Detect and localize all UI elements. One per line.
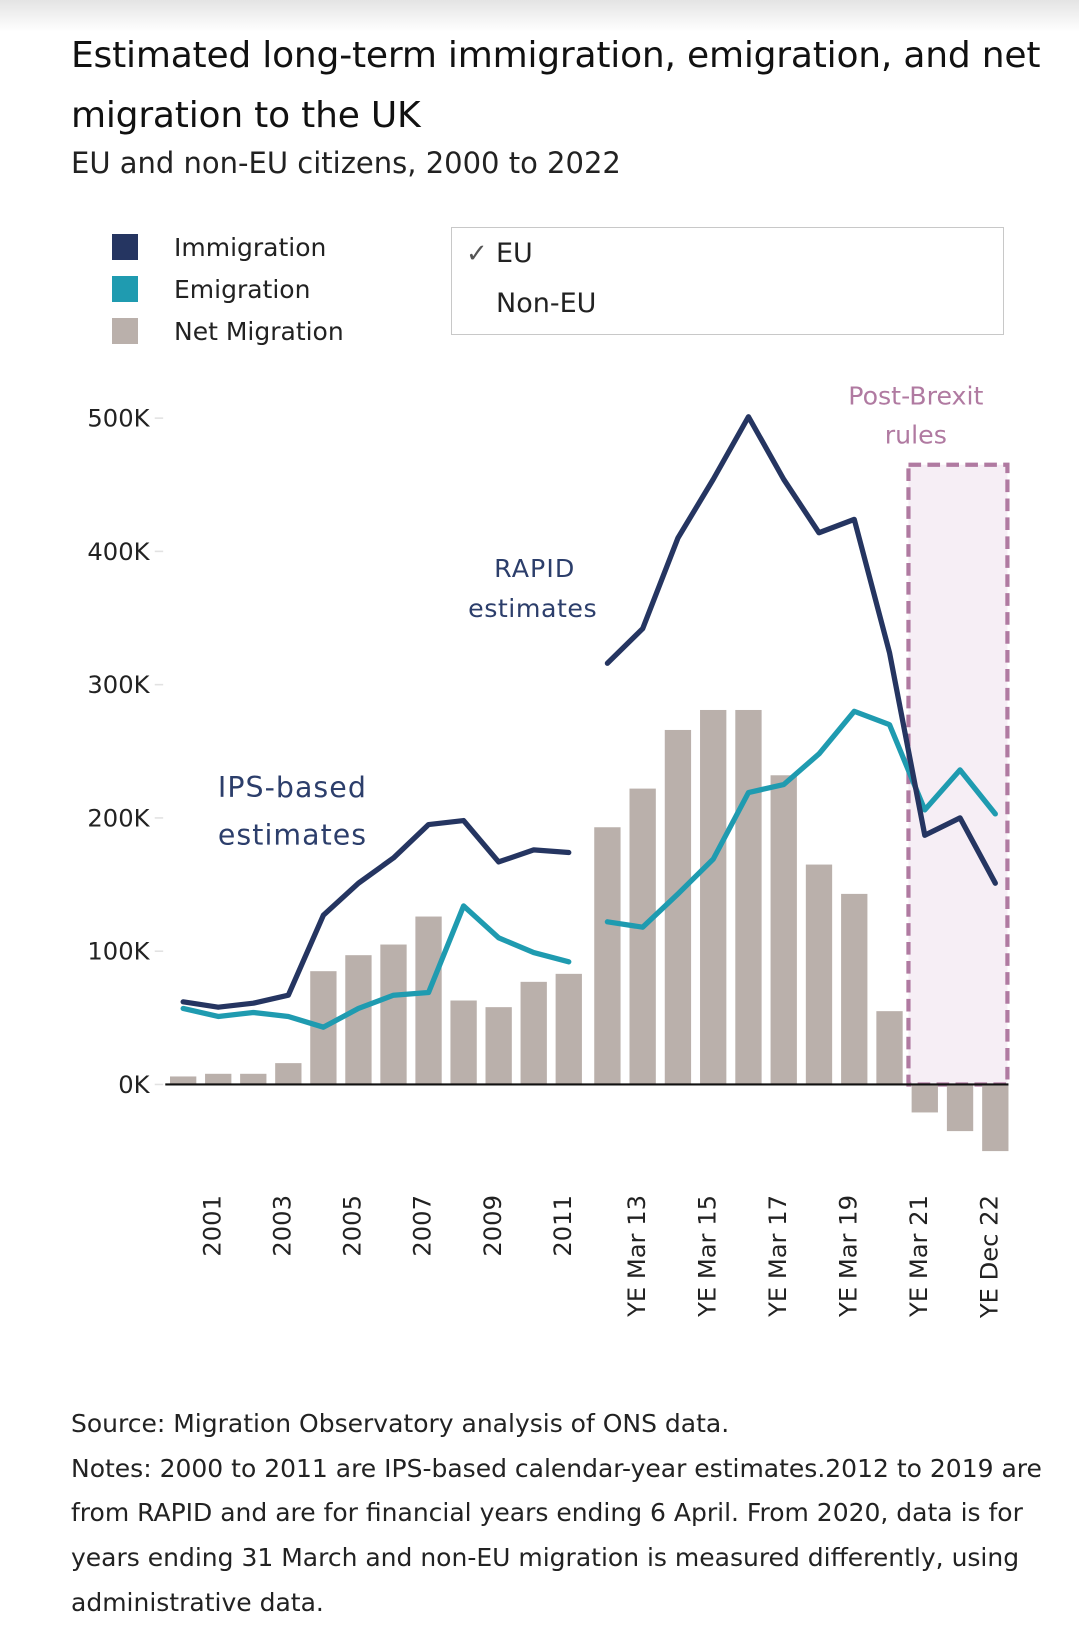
x-tick-label: YE Dec 22 bbox=[975, 1195, 1003, 1319]
annotation-brexit-line1: Post-Brexit bbox=[848, 381, 983, 410]
net-migration-bar bbox=[485, 1007, 512, 1085]
filter-option-label: EU bbox=[496, 238, 533, 269]
x-tick-label: 2009 bbox=[479, 1195, 507, 1257]
legend-item-net-migration[interactable]: Net Migration bbox=[112, 310, 344, 352]
citizenship-filter: ✓ EU Non-EU bbox=[451, 227, 1004, 335]
net-migration-bar bbox=[415, 916, 442, 1085]
y-tick-label: 500K bbox=[87, 405, 150, 433]
annotation-rapid-line1: RAPID bbox=[494, 554, 575, 583]
net-migration-bar bbox=[275, 1063, 302, 1085]
x-tick-label: 2003 bbox=[268, 1195, 296, 1257]
net-migration-bar bbox=[170, 1076, 197, 1085]
filter-option-non-eu[interactable]: Non-EU bbox=[466, 288, 596, 319]
net-migration-bar bbox=[594, 827, 621, 1085]
net-migration-bar bbox=[911, 1084, 938, 1113]
net-migration-bar bbox=[240, 1073, 267, 1085]
emigration-line bbox=[604, 708, 998, 930]
chart-subtitle: EU and non-EU citizens, 2000 to 2022 bbox=[71, 146, 621, 180]
source-note: Source: Migration Observatory analysis o… bbox=[71, 1409, 730, 1438]
net-migration-bar bbox=[520, 981, 547, 1085]
y-tick-label: 200K bbox=[87, 804, 150, 832]
immigration-line bbox=[180, 817, 572, 1010]
x-tick-label: 2011 bbox=[549, 1195, 577, 1257]
x-tick-label: YE Mar 21 bbox=[905, 1195, 933, 1318]
chart-title: Estimated long-term immigration, emigrat… bbox=[71, 35, 1041, 136]
filter-option-eu[interactable]: ✓ EU bbox=[466, 238, 533, 269]
x-tick-label: YE Mar 15 bbox=[693, 1195, 721, 1318]
net-migration-bar bbox=[982, 1084, 1009, 1152]
net-migration-bar bbox=[664, 729, 692, 1085]
net-migration-bar bbox=[735, 709, 762, 1085]
x-tick-label: YE Mar 13 bbox=[623, 1195, 651, 1318]
net-migration-bar bbox=[380, 944, 407, 1085]
legend-label: Net Migration bbox=[174, 316, 344, 346]
emigration-line bbox=[180, 903, 572, 1030]
x-tick-label: YE Mar 19 bbox=[834, 1195, 862, 1318]
net-migration-bar bbox=[946, 1084, 974, 1132]
net-migration-bar bbox=[450, 1000, 477, 1085]
y-tick-label: 100K bbox=[87, 938, 150, 966]
legend: Immigration Emigration Net Migration bbox=[112, 226, 344, 352]
net-migration-bar bbox=[876, 1011, 903, 1085]
net-migration-bar bbox=[345, 955, 372, 1085]
annotation-rapid-line2: estimates bbox=[468, 594, 597, 623]
immigration-swatch bbox=[112, 234, 138, 260]
y-tick-label: 300K bbox=[87, 671, 150, 699]
checkmark-icon: ✓ bbox=[466, 238, 488, 269]
net-migration-bar bbox=[555, 973, 582, 1085]
notes: Notes: 2000 to 2011 are IPS-based calend… bbox=[71, 1453, 1042, 1617]
legend-item-emigration[interactable]: Emigration bbox=[112, 268, 344, 310]
top-shadow bbox=[0, 0, 1079, 32]
filter-option-label: Non-EU bbox=[496, 288, 597, 319]
legend-item-immigration[interactable]: Immigration bbox=[112, 226, 344, 268]
net-migration-bar bbox=[805, 864, 833, 1085]
net-migration-bar bbox=[770, 775, 797, 1085]
x-tick-label: 2007 bbox=[409, 1195, 437, 1257]
y-tick-label: 400K bbox=[87, 538, 150, 566]
x-tick-label: YE Mar 17 bbox=[764, 1195, 792, 1318]
emigration-swatch bbox=[112, 276, 138, 302]
annotation-brexit-line2: rules bbox=[885, 420, 947, 449]
legend-label: Immigration bbox=[174, 232, 327, 262]
immigration-line bbox=[604, 414, 998, 886]
legend-label: Emigration bbox=[174, 274, 311, 304]
net-migration-bar bbox=[629, 788, 656, 1085]
net-migration-bar bbox=[205, 1073, 232, 1085]
x-tick-label: 2001 bbox=[198, 1195, 226, 1257]
net-migration-bar bbox=[700, 709, 727, 1085]
net-migration-swatch bbox=[112, 318, 138, 344]
footer: Source: Migration Observatory analysis o… bbox=[71, 1402, 1061, 1626]
x-tick-label: 2005 bbox=[339, 1195, 367, 1257]
annotation-ips-line1: IPS-based bbox=[218, 771, 367, 804]
annotation-ips-line2: estimates bbox=[218, 818, 367, 851]
y-tick-label: 0K bbox=[118, 1071, 150, 1099]
net-migration-bar bbox=[841, 893, 868, 1085]
